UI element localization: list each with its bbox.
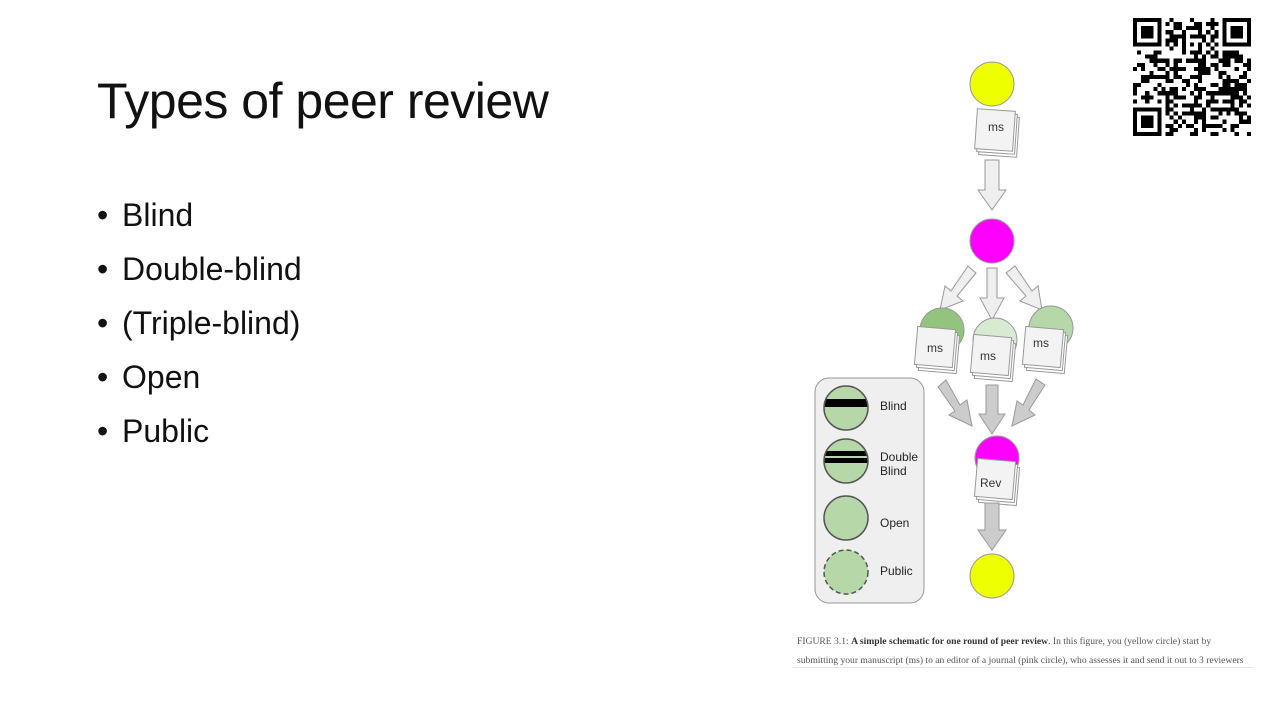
legend-open: Open (823, 495, 909, 541)
bullet-dot: • (97, 197, 109, 233)
arrow-to-editor (977, 159, 1007, 211)
review-label: Rev (980, 476, 1001, 490)
legend-open-label: Open (880, 516, 909, 530)
legend-blind-label: Blind (880, 399, 907, 413)
caption-line-1: FIGURE 3.1: A simple schematic for one r… (797, 632, 1252, 651)
arrow-to-reviewer-1 (939, 265, 977, 311)
reviewer-1-manuscript-stack: ms (913, 325, 961, 375)
bullet-item: • Public (97, 408, 302, 462)
peer-review-schematic: ms ms ms ms (814, 61, 1074, 604)
legend-double-blind-label-1: Double (880, 450, 918, 464)
reviewer-3-ms-label: ms (1033, 336, 1049, 350)
bullet-text: Open (122, 359, 201, 395)
qr-code-icon (1133, 18, 1251, 136)
author-ms-label: ms (988, 120, 1004, 134)
legend-blind: Blind (823, 385, 907, 431)
bullet-text: Blind (122, 197, 194, 233)
bullet-item: • (Triple-blind) (97, 300, 302, 354)
bullet-dot: • (97, 251, 109, 287)
arrow-to-author (977, 502, 1007, 551)
review-stack: Rev (973, 457, 1021, 507)
author-manuscript-stack: ms (974, 108, 1020, 158)
editor-circle (969, 218, 1015, 264)
figure-caption: FIGURE 3.1: A simple schematic for one r… (797, 632, 1252, 670)
bullet-text: Public (122, 413, 210, 449)
reviewer-2-manuscript-stack: ms (969, 333, 1017, 383)
bullet-text: Double-blind (122, 251, 302, 287)
arrow-from-reviewer-1 (937, 379, 973, 427)
caption-divider (793, 667, 1253, 668)
reviewer-3-manuscript-stack: ms (1021, 325, 1069, 375)
caption-line-2: submitting your manuscript (ms) to an ed… (797, 655, 1244, 666)
author-circle-return (969, 553, 1015, 599)
legend-double-blind-label-2: Blind (880, 464, 907, 478)
reviewer-1-ms-label: ms (927, 341, 943, 355)
caption-bold: A simple schematic for one round of peer… (851, 636, 1049, 647)
bullet-list: • Blind • Double-blind • (Triple-blind) • Op… (97, 192, 302, 462)
arrow-from-reviewer-3 (1011, 378, 1046, 427)
bullet-item: • Blind (97, 192, 302, 246)
legend-public: Public (823, 549, 913, 595)
caption-label: FIGURE 3.1: (797, 636, 849, 647)
bullet-dot: • (97, 359, 109, 395)
author-circle (969, 61, 1015, 107)
legend-double-blind: Double Blind (823, 438, 918, 484)
bullet-item: • Open (97, 354, 302, 408)
legend-box (814, 377, 925, 604)
slide-title: Types of peer review (97, 73, 549, 129)
legend: Blind Double Blind Open Public (814, 377, 925, 604)
bullet-item: • Double-blind (97, 246, 302, 300)
reviewer-2-ms-label: ms (980, 349, 996, 363)
arrow-to-reviewer-2 (979, 267, 1005, 322)
arrow-from-reviewer-2 (978, 384, 1006, 435)
bullet-dot: • (97, 413, 109, 449)
qr-code-modules (1133, 18, 1251, 136)
caption-rest: . In this figure, you (yellow circle) st… (1048, 636, 1212, 647)
bullet-dot: • (97, 305, 109, 341)
bullet-text: (Triple-blind) (122, 305, 301, 341)
legend-public-label: Public (880, 564, 913, 578)
arrow-to-reviewer-3 (1005, 265, 1043, 311)
